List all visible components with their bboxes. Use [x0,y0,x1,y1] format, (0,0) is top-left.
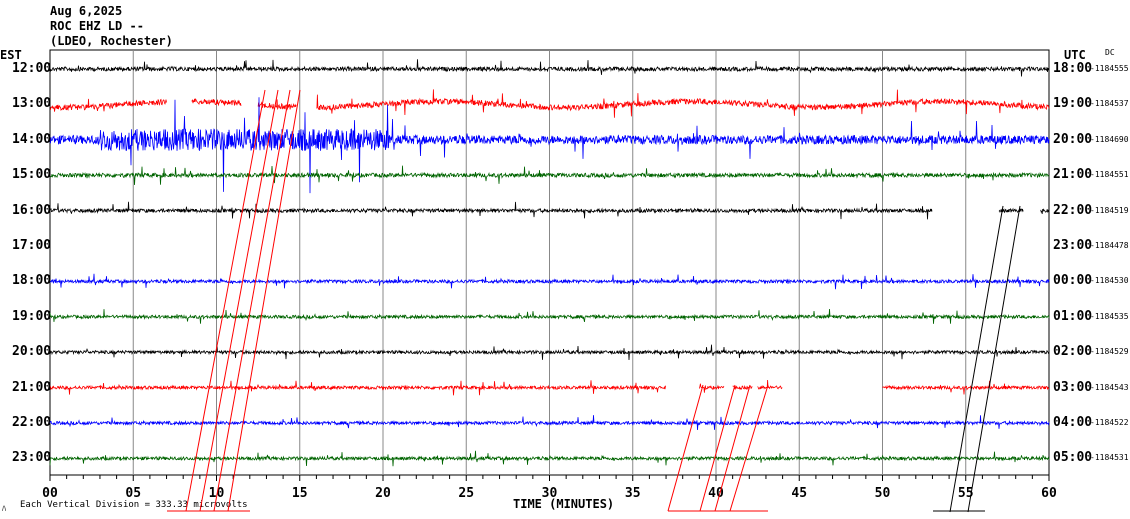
x-tick-label: 15 [292,486,308,501]
est-label: EST [0,48,22,62]
seismic-trace [191,98,242,107]
seismic-trace [757,379,783,390]
date-label: Aug 6,2025 [50,4,123,18]
seismic-trace [257,99,297,111]
x-tick-label: 30 [542,486,558,501]
utc-hour-label: 05:00 [1053,450,1093,466]
event-marker-line [729,384,769,512]
seismic-trace [882,380,1050,395]
corner-mark: ﾊ [2,504,6,513]
utc-hour-label: 02:00 [1053,344,1093,360]
est-hour-label: 22:00 [12,415,52,430]
dc-offset-label: -1184519 [1090,205,1129,215]
x-tick-label: 20 [375,486,391,501]
dc-offset-label: -1184522 [1090,418,1129,427]
event-marker-line [199,89,279,512]
event-marker-line [227,89,301,512]
est-hour-label: 23:00 [12,450,52,466]
seismic-trace [49,380,667,396]
event-marker-line [699,384,736,512]
est-hour-label: 12:00 [12,61,52,76]
network-label: (LDEO, Rochester) [50,34,173,48]
x-tick-label: 25 [458,486,474,501]
utc-hour-label: 01:00 [1053,308,1093,324]
x-tick-label: 05 [125,486,141,501]
x-tick-label: 55 [958,486,974,501]
dc-offset-label: -1184690 [1090,134,1129,144]
x-tick-label: 60 [1041,486,1057,501]
est-hour-label: 20:00 [12,344,52,360]
dc-offset-label: -1184543 [1090,382,1129,392]
utc-hour-label: 21:00 [1053,167,1093,183]
utc-hour-label: 19:00 [1053,96,1093,112]
x-tick-label: 10 [209,486,225,501]
event-marker-line [667,384,704,512]
utc-hour-label: 20:00 [1053,131,1093,147]
est-hour-label: 18:00 [12,273,52,289]
dc-offset-label: -1184478 [1090,241,1129,250]
utc-hour-label: 03:00 [1053,379,1093,395]
seismic-trace [49,308,1050,324]
x-tick-label: 45 [791,486,807,501]
station-label: ROC EHZ LD -- [50,19,144,33]
utc-hour-label: 00:00 [1053,273,1093,289]
utc-label: UTC [1064,48,1086,62]
x-tick-label: 00 [42,486,58,501]
event-marker-line [714,384,751,512]
dc-label: DC [1105,48,1115,57]
event-marker-line [185,89,266,512]
est-hour-label: 17:00 [12,238,52,253]
event-marker-line [967,205,1021,513]
utc-hour-label: 04:00 [1053,415,1093,430]
utc-hour-label: 22:00 [1053,202,1093,218]
est-hour-label: 13:00 [12,96,52,112]
event-marker-line [213,89,291,512]
seismic-trace [49,344,1050,361]
dc-offset-label: -1184555 [1090,64,1129,73]
scale-text: Each Vertical Division = 333.33 microvol… [20,500,248,510]
seismic-trace [1040,208,1050,214]
event-marker-line [949,205,1004,513]
est-hour-label: 21:00 [12,379,52,395]
est-hour-label: 15:00 [12,167,52,183]
dc-offset-label: -1184530 [1090,276,1129,286]
dc-offset-label: -1184537 [1090,99,1129,109]
utc-hour-label: 23:00 [1053,238,1093,253]
seismic-trace [49,201,933,220]
seismic-trace [316,89,1050,118]
dc-offset-label: -1184529 [1090,347,1129,357]
est-hour-label: 14:00 [12,131,52,147]
est-hour-label: 19:00 [12,308,52,324]
dc-offset-label: -1184535 [1090,311,1129,321]
seismic-trace [49,98,167,112]
seismic-trace [49,165,1050,186]
est-hour-label: 16:00 [12,202,52,218]
x-tick-label: 35 [625,486,641,501]
seismic-trace [49,97,1050,194]
seismic-trace [49,450,1050,467]
dc-offset-label: -1184551 [1090,170,1129,180]
x-tick-label: 40 [708,486,724,501]
seismic-trace [49,273,1050,290]
x-tick-label: 50 [875,486,891,501]
seismic-trace [49,59,1049,77]
seismic-trace [699,383,725,393]
x-axis-label: TIME (MINUTES) [513,497,615,511]
dc-offset-label: -1184531 [1090,453,1129,463]
utc-hour-label: 18:00 [1053,61,1093,76]
